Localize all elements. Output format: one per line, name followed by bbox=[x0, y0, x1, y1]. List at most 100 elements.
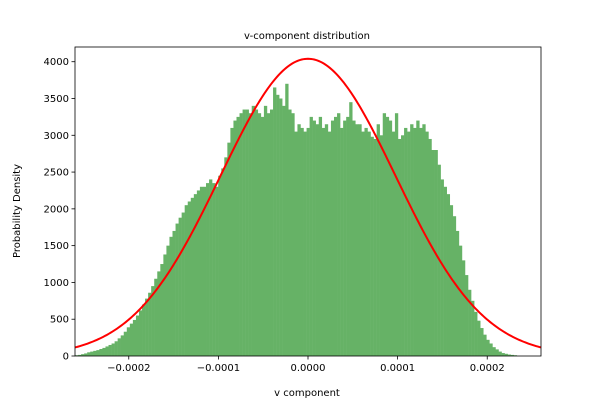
histogram-bar bbox=[96, 350, 100, 356]
histogram-bar bbox=[419, 127, 423, 357]
y-axis-ticks: 0 500 1000 1500 2000 2500 3000 3500 4000 bbox=[44, 57, 75, 363]
histogram-bar bbox=[282, 105, 286, 356]
histogram-bar bbox=[337, 113, 341, 357]
y-tick-label: 2500 bbox=[44, 168, 69, 179]
histogram-bar bbox=[111, 343, 115, 356]
histogram-bar bbox=[483, 334, 487, 356]
histogram-bar bbox=[327, 131, 332, 356]
histogram-bar bbox=[78, 354, 82, 356]
histogram-bar bbox=[215, 186, 219, 356]
histogram-bar bbox=[233, 120, 237, 356]
histogram-bar bbox=[501, 353, 505, 356]
histogram-bar bbox=[297, 124, 301, 356]
y-tick-label: 2000 bbox=[44, 204, 69, 215]
histogram-bar bbox=[385, 116, 390, 356]
histogram-bar bbox=[455, 230, 460, 356]
histogram-bar bbox=[468, 289, 472, 356]
histogram-bar bbox=[324, 124, 329, 356]
histogram-bar bbox=[477, 320, 481, 356]
histogram-bar bbox=[257, 113, 262, 357]
x-tick-label: 0.0001 bbox=[380, 363, 415, 374]
histogram-bar bbox=[181, 212, 185, 356]
histogram-bar bbox=[81, 354, 85, 356]
histogram-bar bbox=[123, 331, 128, 356]
histogram-bar bbox=[276, 94, 280, 356]
histogram-bar bbox=[148, 292, 152, 356]
histogram-bar bbox=[416, 120, 420, 356]
histogram-bar bbox=[361, 131, 365, 356]
histogram-bar bbox=[370, 136, 374, 356]
histogram-bar bbox=[102, 347, 106, 356]
histogram-bar bbox=[376, 124, 380, 356]
histogram-bar bbox=[187, 201, 192, 356]
histogram-bar bbox=[318, 116, 323, 356]
histogram-bar bbox=[209, 179, 213, 356]
histogram-bar bbox=[306, 127, 310, 357]
histogram-bar bbox=[169, 236, 173, 356]
histogram-bar bbox=[355, 124, 359, 356]
histogram-bar bbox=[245, 109, 249, 356]
histogram-bar bbox=[352, 120, 356, 356]
histogram-bar bbox=[142, 304, 146, 356]
histogram-bar bbox=[285, 83, 289, 356]
histogram-bar bbox=[132, 319, 137, 356]
histogram-bar bbox=[358, 124, 362, 356]
histogram-bar bbox=[166, 245, 170, 356]
histogram-bar bbox=[510, 354, 515, 356]
histogram-bar bbox=[84, 353, 88, 356]
histogram-bar bbox=[340, 127, 344, 357]
histogram-bar bbox=[431, 150, 435, 356]
histogram-bar bbox=[263, 105, 268, 356]
histogram-bar bbox=[373, 138, 377, 356]
y-tick-label: 3500 bbox=[44, 94, 69, 105]
histogram-bar bbox=[117, 338, 121, 356]
histogram-bar bbox=[428, 138, 432, 356]
histogram-bar bbox=[382, 113, 387, 357]
histogram-bar bbox=[315, 124, 320, 356]
histogram-bar bbox=[242, 109, 246, 356]
histogram-bar bbox=[495, 349, 499, 356]
histogram-bar bbox=[163, 254, 167, 356]
histogram-bar bbox=[291, 113, 295, 357]
histogram-bar bbox=[410, 124, 414, 356]
histogram-bar bbox=[507, 354, 511, 356]
histogram-bar bbox=[145, 298, 149, 356]
y-tick-label: 500 bbox=[50, 315, 69, 326]
histogram-bar bbox=[184, 205, 188, 356]
histogram-bar bbox=[312, 120, 316, 356]
histogram-bar bbox=[105, 346, 109, 356]
histogram-bar bbox=[489, 343, 493, 356]
histogram-bar bbox=[224, 157, 228, 356]
histogram-bar bbox=[458, 245, 463, 356]
histogram-bar bbox=[87, 352, 91, 356]
histogram-bar bbox=[99, 349, 103, 356]
histogram-bar bbox=[401, 135, 405, 356]
histogram-bar bbox=[474, 311, 478, 356]
histogram-bar bbox=[193, 194, 198, 356]
histogram-bar bbox=[93, 350, 97, 356]
histogram-bar bbox=[461, 260, 466, 356]
x-tick-label: 0.0002 bbox=[470, 363, 505, 374]
y-tick-label: 0 bbox=[63, 352, 69, 363]
histogram-bar bbox=[90, 351, 94, 356]
histogram-bar bbox=[367, 131, 371, 356]
x-axis-ticks: −0.0002 −0.0001 0.0000 0.0001 0.0002 bbox=[107, 356, 505, 374]
histogram-bar bbox=[394, 113, 399, 357]
histogram-bar bbox=[135, 315, 140, 356]
histogram-bar bbox=[248, 113, 252, 357]
histogram-bar bbox=[346, 116, 350, 356]
histogram-bar bbox=[404, 127, 408, 357]
histogram-bar bbox=[279, 98, 283, 356]
histogram-bar bbox=[221, 168, 225, 356]
histogram-bar bbox=[321, 127, 326, 357]
y-tick-label: 1000 bbox=[44, 278, 69, 289]
histogram-bar bbox=[196, 190, 201, 356]
histogram-bar bbox=[364, 127, 368, 357]
histogram-bar bbox=[486, 339, 490, 356]
x-tick-label: −0.0001 bbox=[197, 363, 240, 374]
histogram-bar bbox=[480, 328, 484, 356]
histogram-bar bbox=[443, 186, 447, 356]
histogram-bar bbox=[333, 116, 338, 356]
